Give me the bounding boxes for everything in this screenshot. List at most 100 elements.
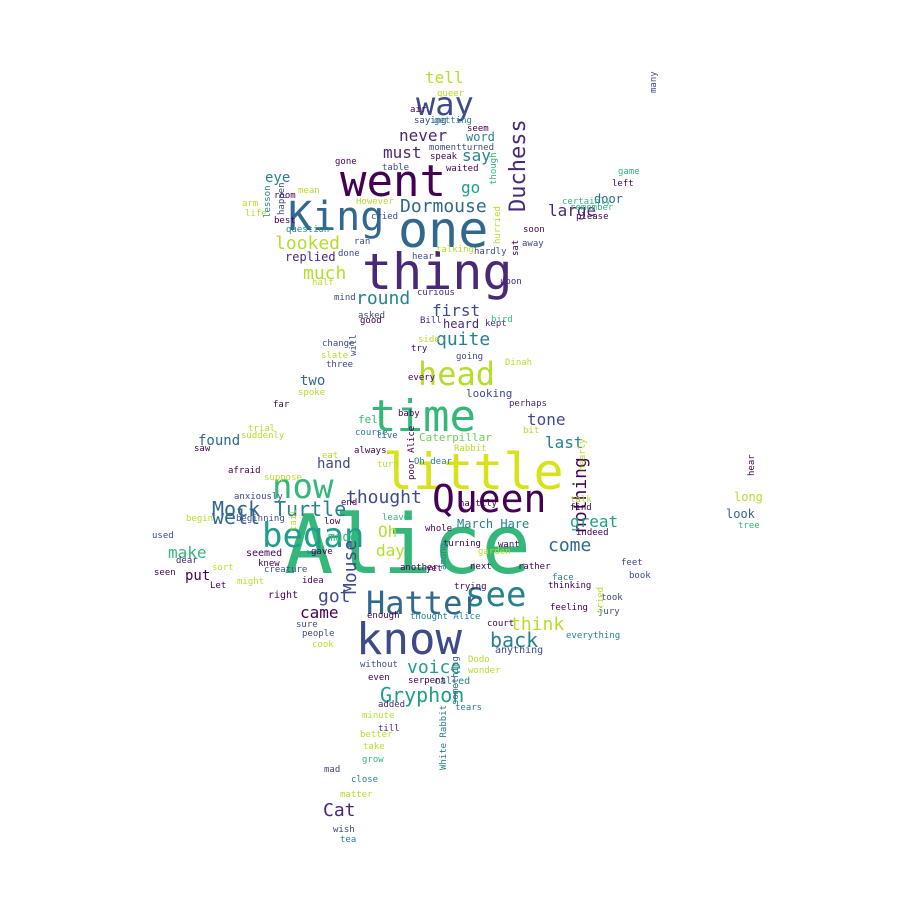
word-saw: saw [194, 444, 211, 454]
word-looking: looking [466, 387, 513, 400]
word-put: put [185, 568, 211, 584]
word-till: till [378, 724, 400, 734]
word-feeling: feeling [550, 603, 588, 613]
word-momentturned: momentturned [429, 143, 495, 153]
word-always: always [354, 446, 387, 456]
word-hear: hear [412, 252, 434, 262]
word-arm: arm [242, 199, 259, 209]
word-well: well [212, 505, 261, 529]
word-tree: tree [738, 521, 760, 531]
word-happen: happen [277, 182, 287, 215]
word-hurried: hurried [493, 206, 503, 244]
word-know: know [356, 614, 462, 665]
word-thought: thought [346, 487, 422, 508]
word-cat: Cat [323, 800, 356, 821]
word-away: away [522, 239, 544, 249]
word-however: However [356, 197, 394, 207]
word-feet: feet [621, 558, 643, 568]
word-found: found [198, 433, 241, 449]
word-end: end [341, 498, 358, 508]
word-made: made [328, 530, 357, 544]
word-afraid: afraid [228, 466, 261, 476]
word-slate: slate [321, 351, 349, 361]
word-course: course [355, 428, 388, 438]
word-tail: tail [289, 509, 299, 531]
word-sort: sort [212, 563, 234, 573]
word-got: got [318, 586, 351, 607]
word-caterpillar: Caterpillar [419, 431, 492, 444]
word-must: must [383, 143, 422, 162]
word-great: great [570, 512, 619, 531]
word-live: live [376, 431, 398, 441]
word-grow: grow [362, 755, 384, 765]
word-two: two [300, 373, 326, 389]
word-mad: mad [324, 765, 341, 775]
word-court: court [487, 619, 515, 629]
word-low: low [324, 517, 341, 527]
word-close: close [351, 775, 379, 785]
word-door: door [594, 192, 623, 206]
word-face: face [552, 573, 574, 583]
word-suppose: suppose [264, 473, 302, 483]
word-side: side [418, 335, 440, 345]
word-back: back [490, 628, 539, 652]
word-wish: wish [333, 825, 355, 835]
word-curious: curious [417, 288, 455, 298]
word-eye: eye [265, 170, 291, 186]
word-best: best [274, 216, 296, 226]
word-mind: mind [334, 293, 356, 303]
word-among: among [439, 542, 449, 570]
word-last: last [545, 433, 584, 452]
word-done: done [338, 249, 360, 259]
word-tea: tea [340, 835, 357, 845]
word-three: three [326, 360, 354, 370]
word-poor-alice: poor Alice [407, 425, 417, 480]
word-good: good [360, 316, 382, 326]
word-find: find [570, 503, 592, 513]
word-talking: talking [436, 245, 474, 255]
word-used: used [152, 531, 174, 541]
word-mean: mean [298, 186, 320, 196]
word-idea: idea [302, 576, 324, 586]
word-indeed: indeed [576, 528, 609, 538]
word-seen: seen [154, 568, 176, 578]
word-speak: speak [430, 152, 458, 162]
word-dear: dear [176, 556, 198, 566]
word-gone: gone [335, 157, 357, 167]
word-see: see [465, 575, 527, 615]
word-oh: Oh [378, 522, 398, 541]
word-march-hare: March Hare [457, 517, 530, 531]
word-little: little [383, 443, 564, 501]
word-king: King [288, 194, 385, 240]
word-knew: knew [258, 559, 280, 569]
word-seemed: seemed [246, 548, 283, 559]
word-going: going [456, 352, 484, 362]
word-baby: baby [398, 409, 420, 419]
word-word: word [466, 130, 495, 144]
word-say: say [462, 146, 491, 165]
word-soon: soon [523, 225, 545, 235]
word-garden: garden [478, 547, 511, 557]
word-though: though [489, 152, 499, 185]
word-remember: remember [570, 203, 614, 213]
word-beginning: beginning [236, 514, 285, 524]
word-every: every [408, 373, 436, 383]
word-life: life [245, 209, 267, 219]
word-sure: sure [296, 620, 318, 630]
word-turn: turn [377, 460, 399, 470]
word-large: large [548, 201, 597, 220]
word-ran: ran [354, 237, 371, 247]
word-head: head [418, 355, 496, 393]
word-suddenly: suddenly [241, 431, 285, 441]
word-without: without [360, 660, 398, 670]
word-tone: tone [527, 410, 566, 429]
word-replied: replied [285, 250, 336, 264]
word-round: round [356, 288, 411, 309]
word-oh-dear: Oh dear [414, 457, 452, 467]
word-let: Let [210, 581, 227, 591]
word-jury: jury [598, 607, 620, 617]
word-hand: hand [317, 456, 351, 472]
word-everything: everything [566, 631, 621, 641]
word-left: left [612, 179, 634, 189]
word-tried: tried [596, 586, 606, 614]
